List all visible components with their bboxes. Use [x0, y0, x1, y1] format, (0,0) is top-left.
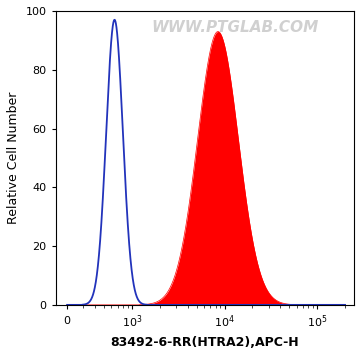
Text: WWW.PTGLAB.COM: WWW.PTGLAB.COM [151, 20, 318, 35]
Y-axis label: Relative Cell Number: Relative Cell Number [7, 92, 20, 224]
X-axis label: 83492-6-RR(HTRA2),APC-H: 83492-6-RR(HTRA2),APC-H [110, 336, 299, 349]
